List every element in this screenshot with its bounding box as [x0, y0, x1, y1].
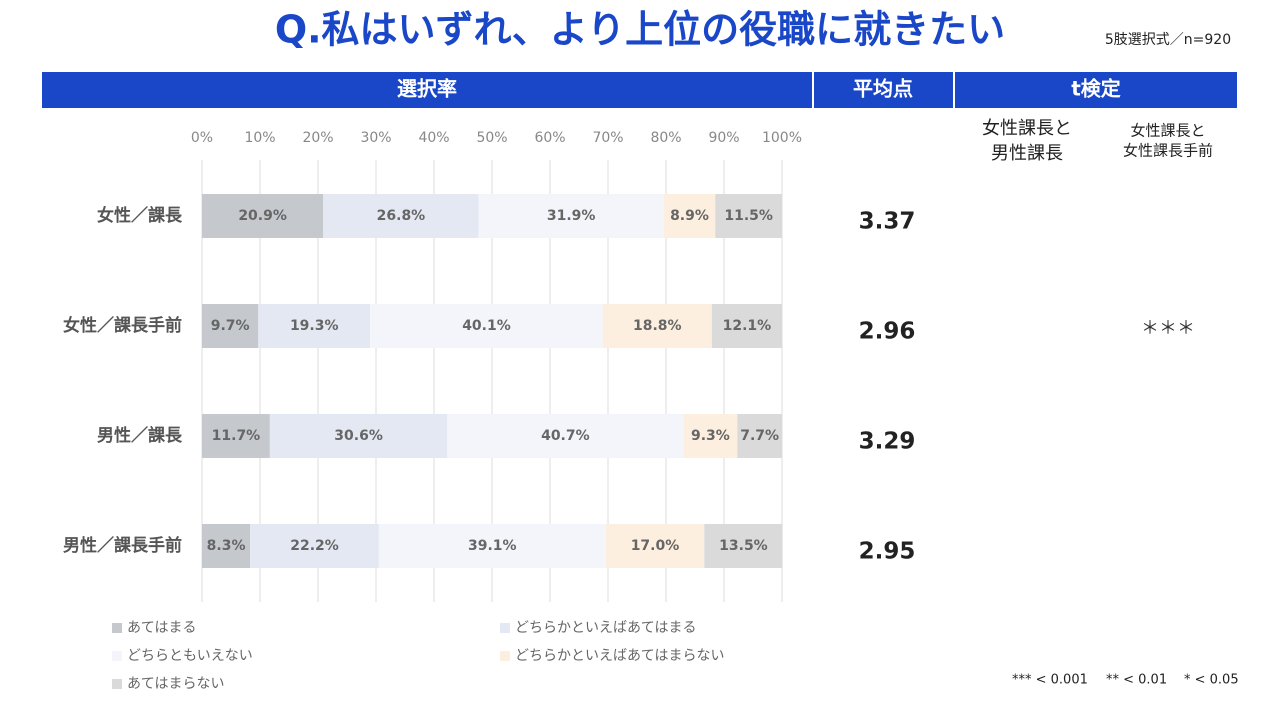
category-label: 男性／課長手前	[63, 535, 182, 556]
ttest-column: 女性課長手前	[1123, 142, 1213, 160]
mean-score: 2.95	[859, 539, 916, 565]
x-tick-label: 100%	[762, 130, 802, 146]
note: 5肢選択式／n=920	[1105, 32, 1231, 48]
bar-segment	[202, 304, 259, 348]
header-cell	[955, 72, 1237, 108]
value-label: 8.9%	[670, 208, 709, 224]
bar-segment	[663, 194, 716, 238]
x-tick-label: 50%	[476, 130, 507, 146]
mean-score: 3.37	[859, 209, 916, 235]
value-label: 30.6%	[334, 428, 383, 444]
bar-segment	[378, 524, 606, 568]
mean-score: 3.29	[859, 429, 916, 455]
bar-segment	[323, 194, 479, 238]
x-tick-label: 40%	[418, 130, 449, 146]
legend-swatch	[500, 651, 510, 661]
value-label: 7.7%	[740, 428, 779, 444]
category-label: 女性／課長手前	[63, 315, 182, 336]
category-label: 女性／課長	[97, 205, 183, 226]
header-cell	[42, 72, 812, 108]
value-label: 17.0%	[631, 538, 680, 554]
header-label: t検定	[1071, 77, 1121, 101]
ttest-column: 女性課長と	[982, 118, 1072, 139]
x-tick-label: 80%	[650, 130, 681, 146]
slide-title: Q.私はいずれ、より上位の役職に就きたい	[275, 8, 1005, 52]
bar-segment	[683, 414, 738, 458]
legend-swatch	[112, 651, 122, 661]
legend-swatch	[112, 623, 122, 633]
bar-segment	[478, 194, 664, 238]
bar-segment	[602, 304, 712, 348]
x-tick-label: 90%	[708, 130, 739, 146]
legend-label: あてはまらない	[127, 676, 224, 692]
x-tick-label: 0%	[191, 130, 213, 146]
header-label: 平均点	[853, 77, 913, 101]
value-label: 26.8%	[377, 208, 426, 224]
value-label: 31.9%	[547, 208, 596, 224]
x-tick-label: 70%	[592, 130, 623, 146]
value-label: 9.3%	[691, 428, 730, 444]
bar-segment	[704, 524, 783, 568]
value-label: 22.2%	[290, 538, 339, 554]
value-label: 13.5%	[719, 538, 768, 554]
header-cell	[814, 72, 953, 108]
x-tick-label: 60%	[534, 130, 565, 146]
bar-segment	[258, 304, 371, 348]
value-label: 9.7%	[211, 318, 250, 334]
value-label: 18.8%	[633, 318, 682, 334]
legend-swatch	[112, 679, 122, 689]
bar-segment	[202, 194, 324, 238]
value-label: 12.1%	[723, 318, 772, 334]
legend-swatch	[500, 623, 510, 633]
bar-segment	[202, 524, 251, 568]
legend-label: あてはまる	[127, 620, 196, 636]
value-label: 20.9%	[238, 208, 287, 224]
bar-segment	[370, 304, 603, 348]
significance-mark: ＊＊＊	[1141, 318, 1195, 339]
bar-segment	[605, 524, 705, 568]
bar-segment	[447, 414, 684, 458]
legend-label: どちらかといえばあてはまらない	[515, 648, 724, 664]
bar-segment	[202, 414, 270, 458]
value-label: 11.7%	[212, 428, 261, 444]
footnote: * < 0.05	[1184, 673, 1239, 688]
bar-segment	[737, 414, 782, 458]
ttest-column: 男性課長	[991, 143, 1063, 164]
footnote: *** < 0.001	[1012, 673, 1088, 688]
legend-label: どちらかといえばあてはまる	[515, 620, 696, 636]
mean-score: 2.96	[859, 319, 916, 345]
header-label: 選択率	[397, 77, 457, 101]
bar-segment	[269, 414, 448, 458]
category-label: 男性／課長	[97, 425, 183, 446]
x-tick-label: 20%	[302, 130, 333, 146]
x-tick-label: 30%	[360, 130, 391, 146]
footnote: ** < 0.01	[1106, 673, 1167, 688]
value-label: 19.3%	[290, 318, 339, 334]
value-label: 11.5%	[724, 208, 773, 224]
value-label: 40.7%	[541, 428, 590, 444]
value-label: 40.1%	[462, 318, 511, 334]
ttest-column: 女性課長と	[1130, 122, 1205, 140]
x-tick-label: 10%	[244, 130, 275, 146]
bar-segment	[711, 304, 782, 348]
value-label: 8.3%	[207, 538, 246, 554]
bar-segment	[250, 524, 379, 568]
value-label: 39.1%	[468, 538, 517, 554]
bar-segment	[715, 194, 782, 238]
legend-label: どちらともいえない	[127, 648, 253, 664]
